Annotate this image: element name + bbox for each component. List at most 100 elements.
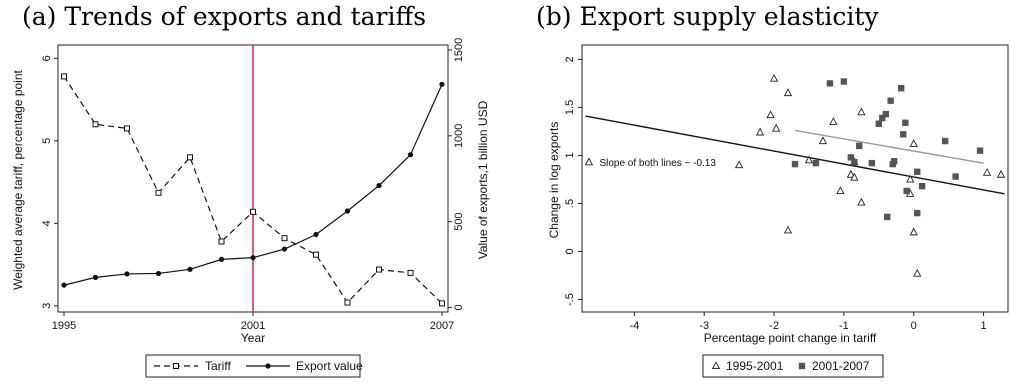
x-axis-title: Percentage point change in tariff xyxy=(704,331,877,345)
x-tick-label: -1 xyxy=(839,320,849,332)
tariff-point xyxy=(155,189,162,196)
right-y-tick-label: 0 xyxy=(453,304,465,310)
x-tick-label: 2001 xyxy=(241,320,265,332)
point-2001-2007 xyxy=(952,173,959,180)
x-tick-label: 1995 xyxy=(52,320,76,332)
point-2001-2007 xyxy=(903,187,910,195)
point-1995-2001 xyxy=(783,225,793,234)
point-2001-2007 xyxy=(900,131,907,138)
tariff-point xyxy=(407,269,414,276)
export-value-point xyxy=(187,266,193,272)
point-1995-2001 xyxy=(783,88,793,97)
x-axis-title: Year xyxy=(241,331,265,345)
x-tick-label: -3 xyxy=(699,320,709,332)
export-value-point xyxy=(376,182,382,189)
point-1995-2001 xyxy=(906,174,915,183)
export-value-point xyxy=(92,274,99,280)
export-value-point xyxy=(407,152,414,158)
point-2001-2007 xyxy=(976,147,984,154)
point-1995-2001 xyxy=(818,136,828,145)
export-value-point xyxy=(124,271,130,277)
right-y-axis-title: Value of exports,1 billion USD xyxy=(476,100,490,259)
panel-b-legend xyxy=(702,354,884,378)
legend-2001-2007-label: 2001-2007 xyxy=(812,359,870,373)
legend-export-label: Export value xyxy=(296,359,363,373)
x-tick-label: 2007 xyxy=(430,320,454,332)
export-value-point xyxy=(250,255,256,261)
point-1995-2001 xyxy=(913,268,922,277)
x-tick-label: 1 xyxy=(980,320,986,332)
slope-annotation: Slope of both lines ~ -0.13 xyxy=(599,158,716,169)
point-1995-2001 xyxy=(909,139,918,147)
legend-1995-2001-label: 1995-2001 xyxy=(726,359,784,373)
point-1995-2001 xyxy=(996,169,1006,178)
y-tick-label: 1.5 xyxy=(564,100,576,115)
point-2001-2007 xyxy=(914,209,921,217)
tariff-point xyxy=(439,300,445,307)
tariff-point xyxy=(344,299,351,306)
export-value-point xyxy=(439,81,445,87)
point-1995-2001 xyxy=(857,107,866,116)
x-tick-label: -2 xyxy=(769,320,779,332)
point-2001-2007 xyxy=(826,80,834,87)
y-tick-label: -.5 xyxy=(564,293,576,306)
export-value-point xyxy=(155,270,162,277)
point-2001-2007 xyxy=(879,114,886,122)
left-y-axis-title: Weighted average tariff, percentage poin… xyxy=(11,69,25,289)
point-2001-2007 xyxy=(856,142,863,150)
y-tick-label: 1 xyxy=(564,152,576,158)
point-2001-2007 xyxy=(851,158,858,166)
point-1995-2001 xyxy=(771,123,781,132)
y-axis-title: Change in log exports xyxy=(547,122,561,239)
fit-line-1 xyxy=(585,115,1005,195)
point-2001-2007 xyxy=(812,159,820,167)
left-y-tick-label: 5 xyxy=(41,138,53,144)
point-2001-2007 xyxy=(941,137,949,145)
point-2001-2007 xyxy=(868,159,876,167)
point-2001-2007 xyxy=(847,154,855,161)
point-1995-2001 xyxy=(836,186,845,195)
left-y-tick-label: 6 xyxy=(41,55,53,61)
y-tick-label: 0 xyxy=(564,248,576,254)
tariff-point xyxy=(187,154,193,161)
y-tick-label: .5 xyxy=(564,199,576,208)
legend-export-marker xyxy=(265,363,271,369)
legend-1995-2001-marker xyxy=(711,361,721,370)
point-1995-2001 xyxy=(846,169,856,178)
point-1995-2001 xyxy=(850,172,859,181)
export-value-point xyxy=(344,208,351,214)
x-tick-label: -4 xyxy=(629,320,639,332)
panel-b-plot-frame xyxy=(581,44,1009,313)
point-1995-2001 xyxy=(909,227,918,236)
point-1995-2001 xyxy=(804,155,814,164)
right-y-tick-label: 500 xyxy=(453,212,465,230)
point-1995-2001 xyxy=(769,73,779,82)
legend-2001-2007-marker xyxy=(798,362,806,370)
point-2001-2007 xyxy=(914,168,921,175)
point-1995-2001 xyxy=(829,117,838,125)
tariff-point xyxy=(61,73,67,80)
point-2001-2007 xyxy=(897,85,905,92)
point-2001-2007 xyxy=(791,160,799,168)
legend-tariff-marker xyxy=(173,363,179,369)
export-value-point xyxy=(281,246,288,252)
point-2001-2007 xyxy=(883,213,891,221)
fit-line-2 xyxy=(794,129,984,164)
point-1995-2001 xyxy=(584,157,594,166)
panel-a-title: (a) Trends of exports and tariffs xyxy=(22,2,427,31)
point-1995-2001 xyxy=(755,127,765,136)
tariff-point xyxy=(124,125,130,132)
right-y-tick-label: 1500 xyxy=(453,38,465,62)
left-y-tick-label: 4 xyxy=(41,220,53,226)
point-1995-2001 xyxy=(734,160,744,169)
point-2001-2007 xyxy=(875,120,883,127)
right-y-tick-label: 1000 xyxy=(453,124,465,148)
point-1995-2001 xyxy=(982,167,992,176)
point-2001-2007 xyxy=(887,97,894,104)
tariff-point xyxy=(218,238,225,245)
point-2001-2007 xyxy=(918,182,926,190)
point-2001-2007 xyxy=(902,119,909,126)
point-1995-2001 xyxy=(857,197,866,206)
tariff-point xyxy=(250,208,256,215)
